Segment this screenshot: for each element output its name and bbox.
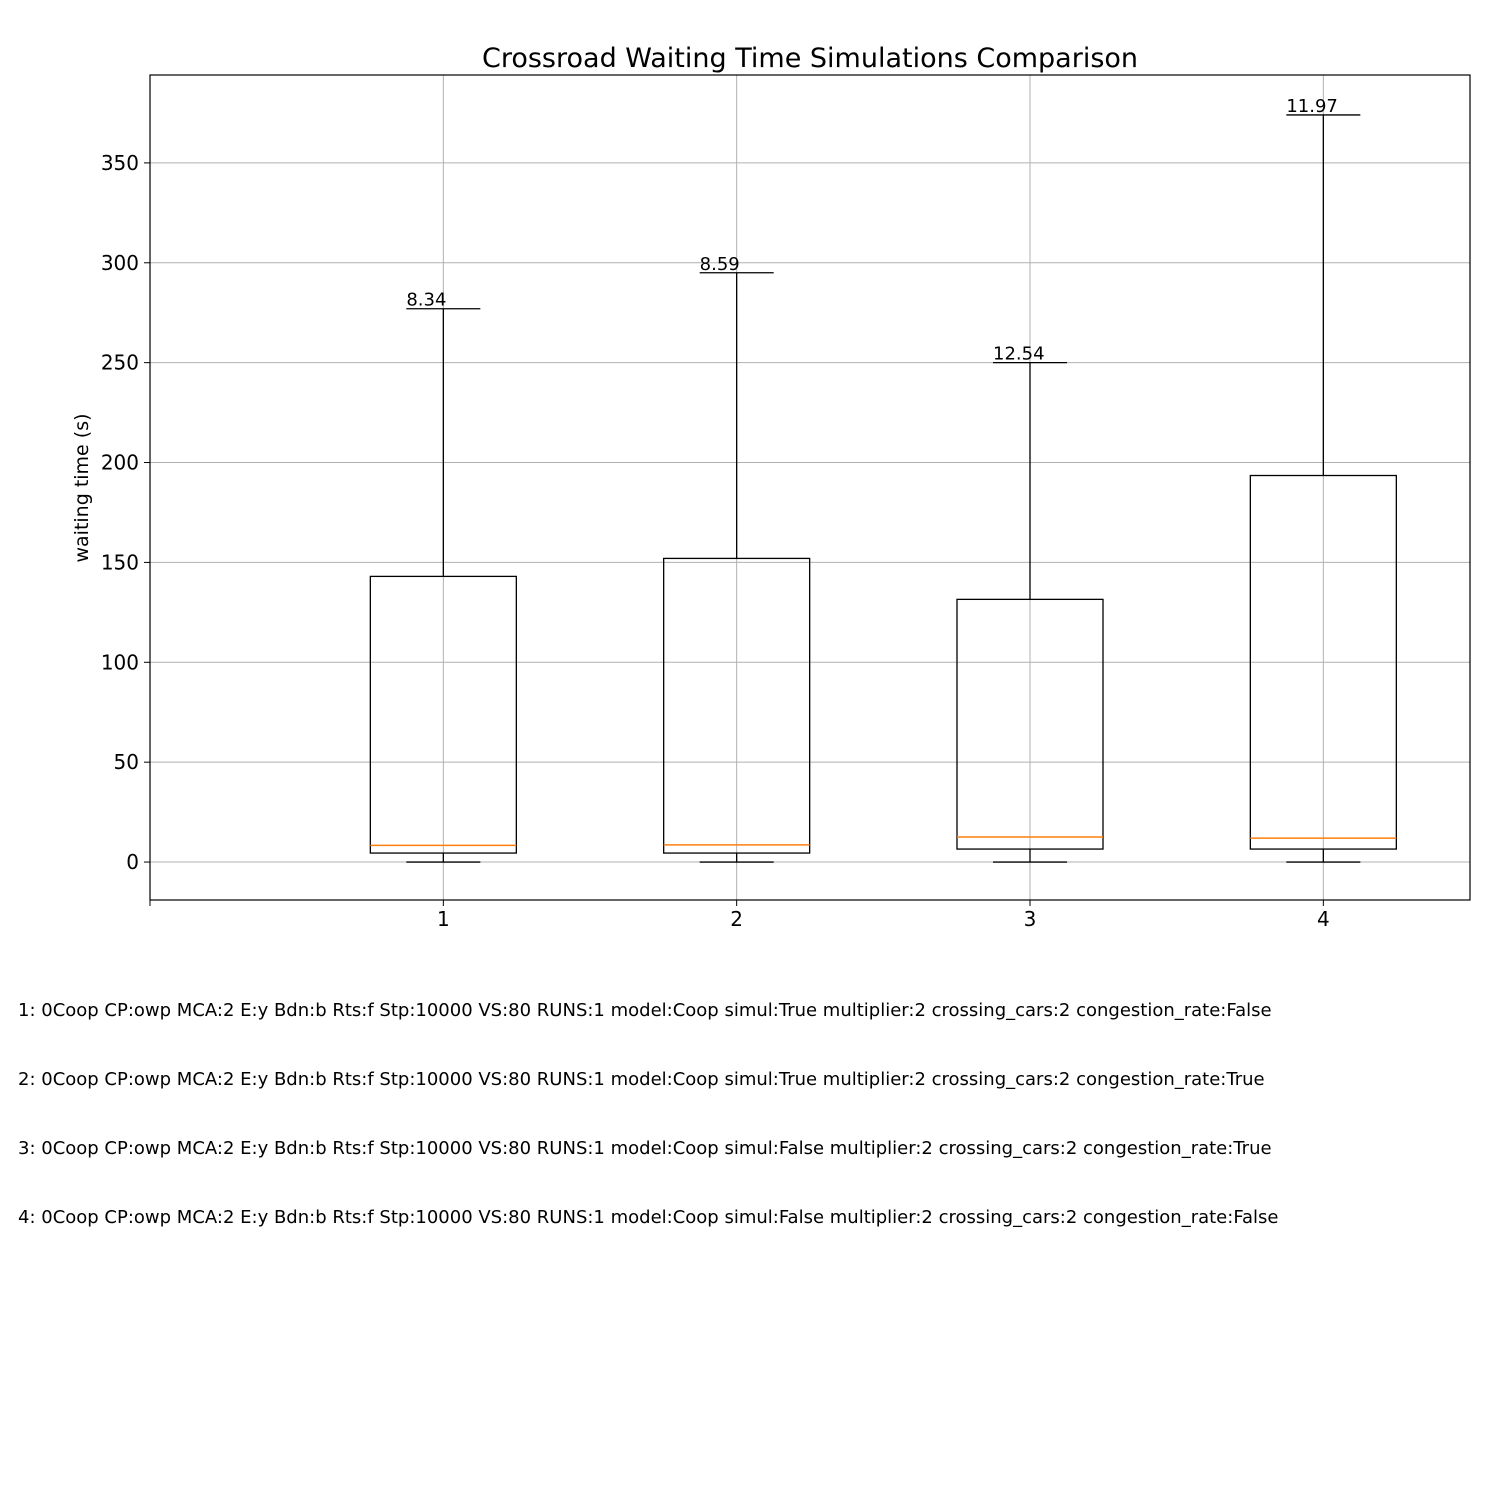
- median-annotation: 11.97: [1286, 96, 1338, 117]
- chart-title: Crossroad Waiting Time Simulations Compa…: [482, 43, 1138, 74]
- median-annotation: 8.59: [700, 254, 740, 275]
- y-tick-label: 0: [126, 850, 139, 874]
- x-tick-label: 1: [437, 907, 450, 931]
- axes: 0 50 100 150 200 250 300 350 1 2 3 4: [101, 74, 1471, 931]
- y-tick-label: 150: [101, 550, 139, 574]
- config-note-4: 4: 0Coop CP:owp MCA:2 E:y Bdn:b Rts:f St…: [18, 1207, 1279, 1228]
- y-axis-label: waiting time (s): [71, 413, 93, 562]
- box-1: 8.34: [369, 290, 517, 863]
- box-iqr: [956, 598, 1104, 850]
- y-tick-label: 300: [101, 251, 139, 275]
- median-annotation: 12.54: [993, 344, 1045, 365]
- box-series: 8.34 8.59 12.54 11.97: [369, 96, 1397, 863]
- config-note-1: 1: 0Coop CP:owp MCA:2 E:y Bdn:b Rts:f St…: [18, 1000, 1272, 1021]
- config-note-3: 3: 0Coop CP:owp MCA:2 E:y Bdn:b Rts:f St…: [18, 1138, 1272, 1159]
- y-tick-label: 200: [101, 451, 139, 475]
- box-iqr: [663, 557, 811, 854]
- simulation-config-legend: 1: 0Coop CP:owp MCA:2 E:y Bdn:b Rts:f St…: [18, 953, 1279, 1252]
- box-2: 8.59: [663, 254, 811, 863]
- x-tick-label: 2: [730, 907, 743, 931]
- box-iqr: [369, 575, 517, 854]
- config-note-2: 2: 0Coop CP:owp MCA:2 E:y Bdn:b Rts:f St…: [18, 1069, 1265, 1090]
- y-tick-label: 100: [101, 650, 139, 674]
- y-tick-label: 50: [114, 750, 139, 774]
- x-tick-label: 4: [1317, 907, 1330, 931]
- y-tick-label: 350: [101, 151, 139, 175]
- box-4: 11.97: [1249, 96, 1397, 863]
- y-tick-label: 250: [101, 351, 139, 375]
- box-iqr: [1249, 474, 1397, 850]
- plot-frame: [149, 74, 1471, 901]
- median-annotation: 8.34: [406, 290, 446, 311]
- box-3: 12.54: [956, 344, 1104, 863]
- x-tick-label: 3: [1024, 907, 1037, 931]
